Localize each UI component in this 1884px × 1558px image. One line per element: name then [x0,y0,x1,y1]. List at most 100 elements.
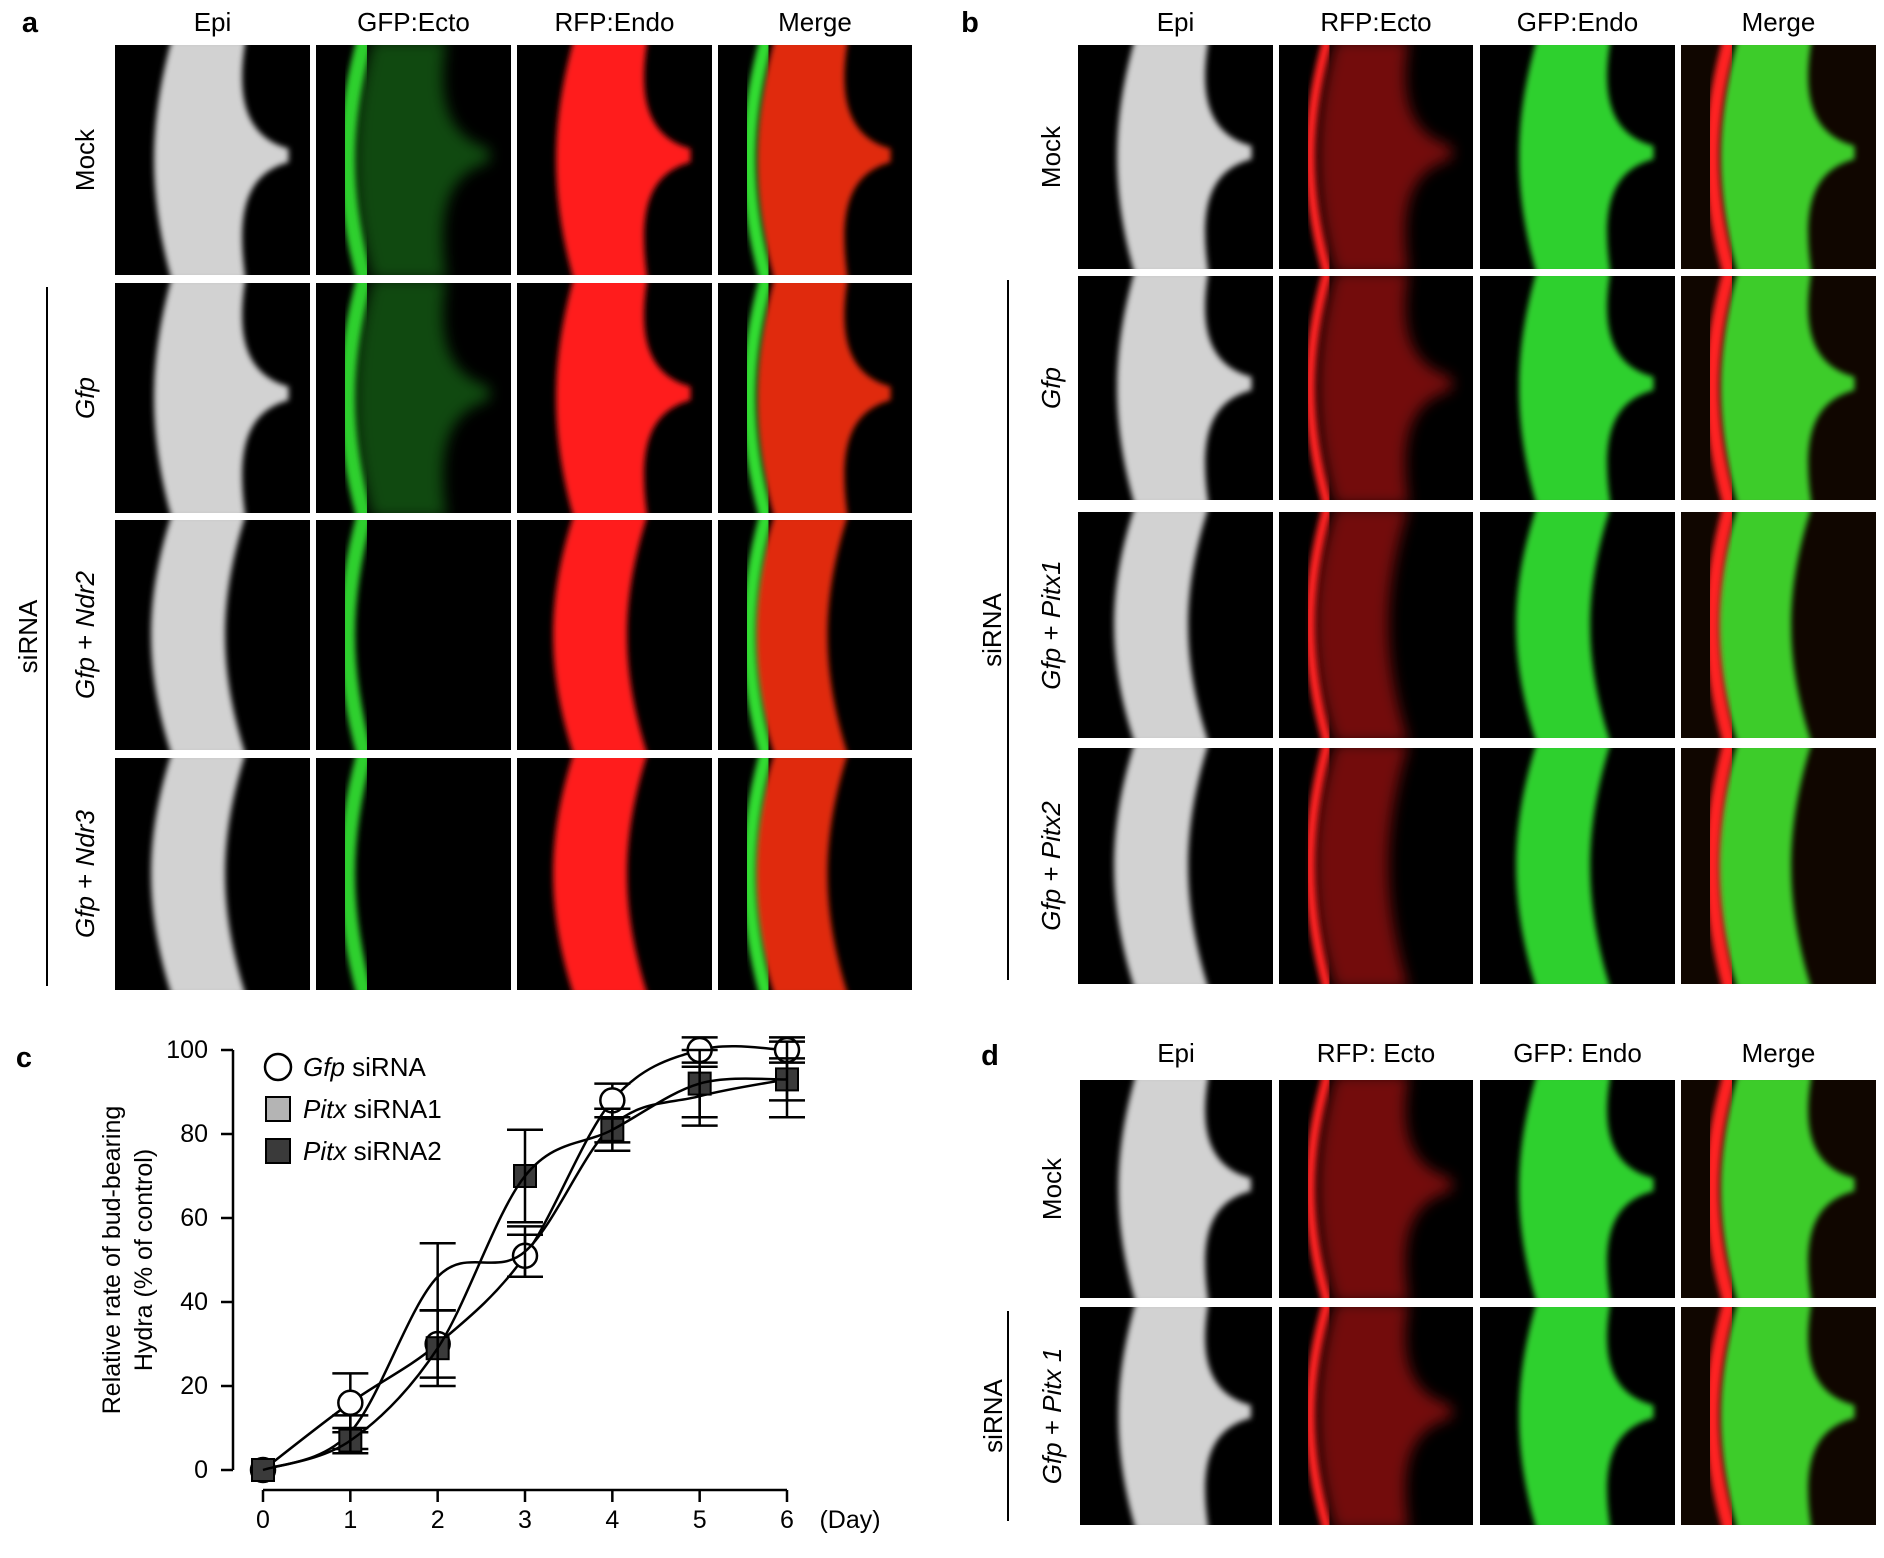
label-segment: Pitx1 [1036,560,1066,618]
group-label: siRNA [977,593,1007,667]
label-segment: Gfp [1037,1442,1067,1484]
tissue-shape [1114,512,1208,738]
label-segment: + [70,627,100,657]
legend-label-rest: siRNA1 [346,1094,441,1124]
data-point [337,1389,364,1417]
column-header: Epi [194,7,232,37]
label-segment: Mock [1037,1157,1067,1220]
x-tick-label: 6 [780,1506,794,1534]
image-cell [1681,748,1876,984]
label-segment: Ndr3 [70,810,100,867]
series-line [262,1077,788,1472]
column-header: Merge [1742,1038,1816,1068]
x-tick-label: 0 [256,1506,270,1534]
panel-c-chart: c 0 20 40 60 80 100 0 1 2 3 4 5 6 (Day) Relative rate o… [16,1036,881,1534]
image-cell [1681,1080,1876,1298]
tissue-shape [1720,276,1855,500]
label-segment: Pitx2 [1036,801,1066,859]
legend-label-italic: Pitx [303,1094,347,1124]
tissue-shape [556,283,691,513]
image-cell [1480,512,1675,738]
image-cell [115,520,310,750]
tissue-shape [553,520,647,750]
tissue-edge [1305,45,1332,269]
image-cell [517,520,712,750]
row-label: Mock [1037,1157,1067,1220]
image-cell [316,45,511,275]
legend-label: Pitx siRNA2 [303,1136,442,1166]
panel-letter: d [981,1040,999,1072]
image-cell [718,45,912,275]
label-segment: Mock [70,128,100,191]
tissue-shape [1314,512,1408,738]
image-cell [1080,1307,1272,1525]
row-label: Gfp + Ndr2 [70,571,100,699]
tissue-shape [1519,1080,1654,1298]
image-cell [1681,276,1876,500]
tissue-shape [1317,1307,1452,1525]
label-segment: + [70,866,100,896]
row-label: Gfp + Pitx1 [1036,560,1066,689]
tissue-shape [1114,748,1208,984]
y-tick-label: 0 [194,1456,208,1484]
legend-label-rest: siRNA2 [346,1136,441,1166]
image-cell [517,45,712,275]
tissue-shape [756,283,891,513]
tissue-shape [1117,45,1252,269]
label-segment: Gfp [1036,367,1066,409]
tissue-shape [1117,276,1252,500]
label-segment: + [1037,1413,1067,1443]
row-label: Mock [70,128,100,191]
tissue-edge [1305,1307,1332,1525]
legend-label-italic: Gfp [303,1052,345,1082]
image-cell [1078,512,1273,738]
label-segment: Pitx 1 [1037,1348,1067,1413]
image-cell [316,758,511,990]
tissue-shape [1717,512,1811,738]
tissue-shape [1317,276,1452,500]
y-tick-label: 100 [166,1036,208,1064]
tissue-shape [151,520,245,750]
tissue-shape [1317,45,1452,269]
tissue-shape [1720,1307,1855,1525]
panel-d: d Epi RFP: Ecto GFP: Endo Merge Mock Gfp + Pit… [978,1038,1876,1525]
legend-label-rest: siRNA [345,1052,427,1082]
panel-letter: c [16,1042,32,1074]
image-cell [1480,45,1675,269]
legend-marker [263,1052,293,1082]
tissue-edge [339,520,372,750]
label-segment: + [1036,618,1066,648]
label-segment: Gfp [1036,648,1066,690]
series-3 [262,1048,805,1472]
y-tick-label: 40 [180,1288,208,1316]
image-cell [517,283,712,513]
tissue-shape [753,758,847,990]
image-cell [1279,1307,1473,1525]
tissue-edge [1705,1080,1736,1298]
image-cell [718,520,912,750]
tissue-shape [1118,1080,1251,1298]
x-tick-label: 5 [693,1506,707,1534]
image-cell [1480,1080,1675,1298]
image-cell [1480,1307,1675,1525]
y-axis-label-line: Relative rate of bud-bearing [98,1106,126,1415]
image-cell [1681,512,1876,738]
tissue-edge [1705,45,1736,269]
tissue-edge [1705,512,1736,738]
label-segment: Ndr2 [70,571,100,628]
column-header: Merge [778,7,852,37]
legend: Gfp siRNA Pitx siRNA1 Pitx siRNA2 [263,1052,442,1166]
x-tick-label: 3 [518,1506,532,1534]
tissue-edge [339,45,372,275]
x-tick-label: 2 [431,1506,445,1534]
legend-label: Gfp siRNA [303,1052,426,1082]
label-segment: Gfp [70,377,100,419]
image-cell [1279,1080,1473,1298]
panel-letter: a [22,7,39,39]
row-label: Gfp + Pitx 1 [1037,1348,1067,1485]
y-axis-label-line: Hydra (% of control) [130,1149,158,1371]
tissue-edge [742,758,773,990]
legend-marker [265,1096,291,1122]
